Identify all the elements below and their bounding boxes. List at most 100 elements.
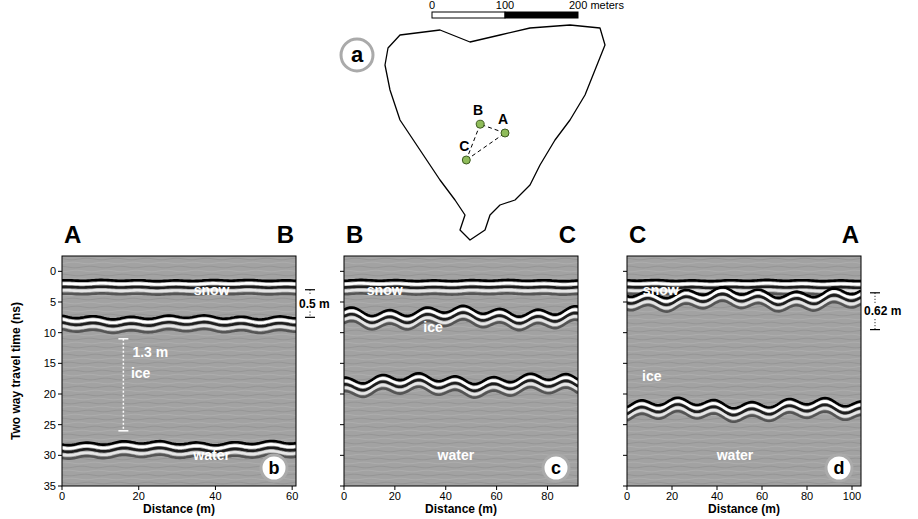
reflector	[627, 398, 861, 422]
reflector-stripe	[344, 319, 578, 330]
texture	[627, 430, 861, 432]
measurement-line	[123, 339, 125, 431]
texture	[62, 362, 296, 364]
x-tick-label: 80	[541, 490, 553, 502]
x-tick-label: 20	[133, 490, 145, 502]
texture	[627, 362, 861, 364]
profile-point	[501, 129, 509, 137]
y-tick-label: 0	[50, 265, 56, 277]
texture	[344, 342, 578, 344]
layer-label: snow	[643, 282, 679, 298]
texture	[627, 262, 861, 264]
layer-label: water	[192, 447, 230, 463]
texture	[62, 410, 296, 412]
texture	[627, 318, 861, 320]
texture	[627, 334, 861, 336]
y-tick	[58, 424, 62, 425]
measurement-line	[875, 319, 876, 329]
texture	[62, 394, 296, 396]
texture	[344, 362, 578, 364]
texture	[627, 442, 861, 444]
y-tick	[58, 332, 62, 333]
texture	[344, 330, 578, 332]
texture	[62, 382, 296, 384]
texture	[62, 282, 296, 284]
reflector	[62, 441, 296, 459]
measurement-label: 0.5 m	[299, 297, 330, 311]
x-tick-label: 20	[666, 490, 678, 502]
y-tick	[623, 363, 627, 364]
texture	[344, 434, 578, 436]
texture	[627, 354, 861, 356]
panel-badge	[261, 455, 287, 481]
texture	[62, 266, 296, 268]
reflector-stripe	[62, 283, 296, 284]
reflector	[62, 280, 296, 295]
texture	[627, 426, 861, 428]
point-label: B	[473, 102, 483, 118]
reflector	[344, 306, 578, 330]
texture	[62, 398, 296, 400]
texture	[344, 274, 578, 276]
panel-letter: c	[551, 458, 561, 478]
x-tick-label: 0	[59, 490, 65, 502]
reflector-stripe	[62, 329, 296, 333]
profile-line	[466, 133, 505, 160]
layer-label: ice	[642, 368, 662, 384]
y-tick-label: 35	[44, 480, 56, 492]
texture	[344, 262, 578, 264]
reflector-stripe	[627, 411, 861, 422]
texture	[627, 438, 861, 440]
texture	[62, 286, 296, 288]
y-tick	[340, 332, 344, 333]
frame	[62, 256, 296, 486]
radargram-ground	[62, 256, 296, 486]
measurement-end	[118, 338, 128, 340]
profile-point	[476, 120, 484, 128]
texture	[344, 474, 578, 476]
texture	[62, 310, 296, 312]
profile-start: C	[629, 221, 646, 248]
texture	[62, 338, 296, 340]
panel-letter: b	[269, 458, 280, 478]
texture	[62, 426, 296, 428]
y-tick	[58, 455, 62, 456]
reflector-stripe	[62, 287, 296, 288]
y-tick	[623, 486, 627, 487]
texture	[627, 374, 861, 376]
y-tick	[340, 486, 344, 487]
texture	[344, 302, 578, 304]
texture	[344, 442, 578, 444]
texture	[62, 390, 296, 392]
x-axis-title: Distance (m)	[143, 502, 215, 516]
texture	[627, 266, 861, 268]
texture	[344, 366, 578, 368]
texture	[62, 306, 296, 308]
texture	[344, 266, 578, 268]
texture	[627, 474, 861, 476]
y-tick	[340, 302, 344, 303]
texture	[627, 386, 861, 388]
texture	[62, 294, 296, 296]
x-tick-label: 80	[801, 490, 813, 502]
measurement-line	[875, 293, 876, 303]
texture	[627, 478, 861, 480]
texture	[627, 342, 861, 344]
reflector	[344, 373, 578, 397]
texture	[62, 258, 296, 260]
y-tick	[340, 363, 344, 364]
texture	[62, 418, 296, 420]
y-tick	[340, 455, 344, 456]
y-tick-label: 30	[44, 449, 56, 461]
texture	[62, 430, 296, 432]
texture	[344, 350, 578, 352]
texture	[627, 350, 861, 352]
texture	[62, 414, 296, 416]
texture	[627, 270, 861, 272]
panel-letter: a	[351, 42, 364, 67]
texture	[627, 314, 861, 316]
profile-end: A	[842, 221, 859, 248]
reflector-stripe	[62, 455, 296, 459]
panel-badge	[543, 455, 569, 481]
reflector	[62, 315, 296, 333]
